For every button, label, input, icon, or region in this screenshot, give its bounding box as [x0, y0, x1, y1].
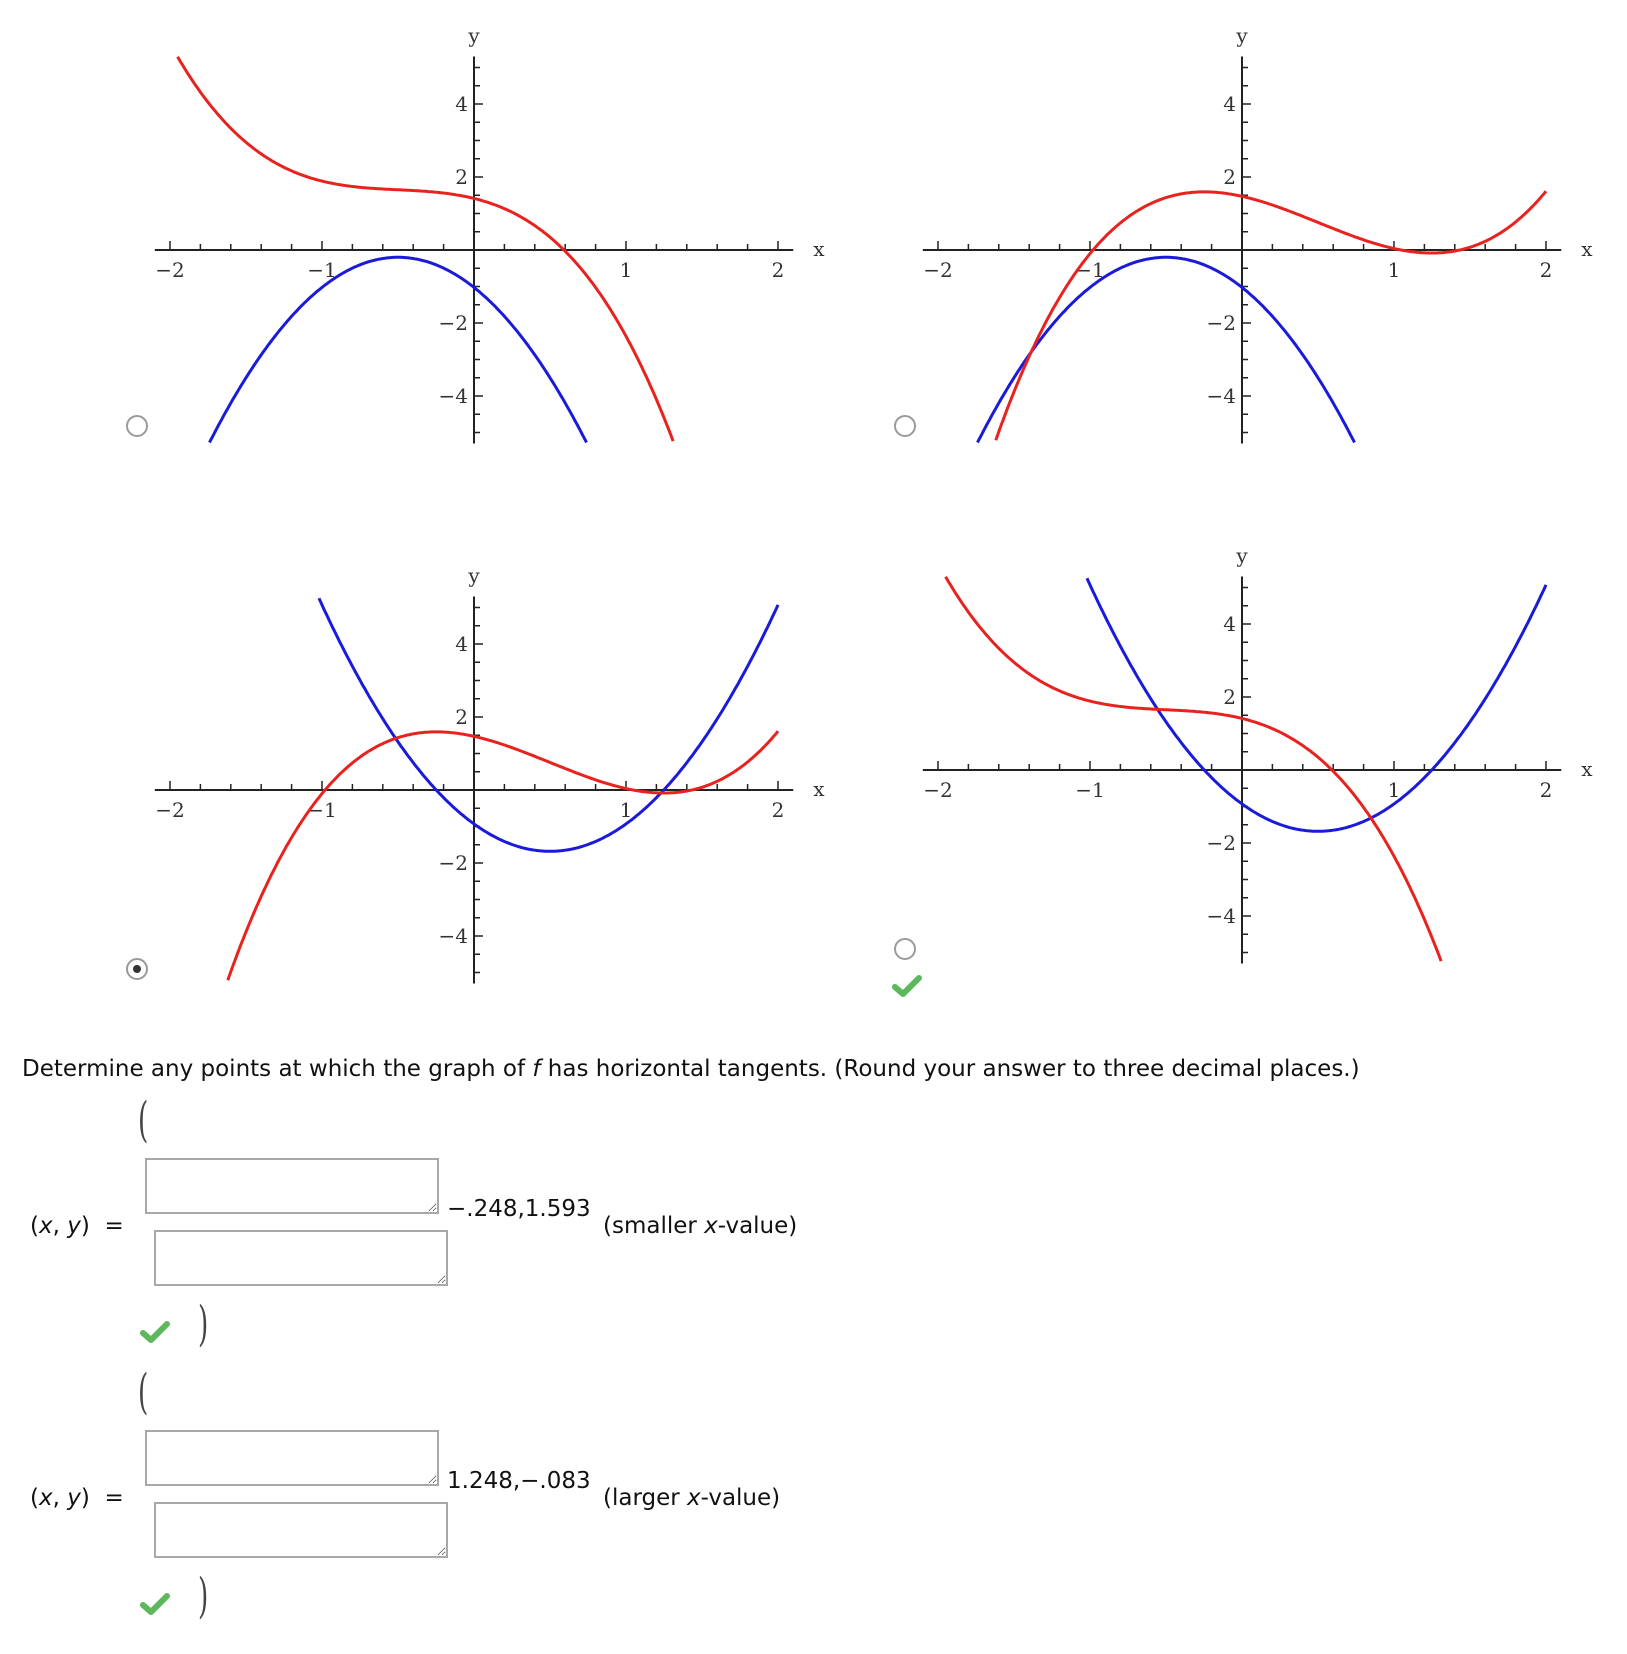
x-tick-label: −1 — [1075, 258, 1104, 282]
x-tick-label: 1 — [620, 798, 633, 822]
x-tick-label: −2 — [155, 258, 184, 282]
y-tick-label: 4 — [1223, 92, 1236, 116]
y-tick-label: 4 — [455, 92, 468, 116]
hint-suffix: -value) — [700, 1485, 781, 1511]
prompt-prefix: Determine any points at which the graph … — [22, 1056, 533, 1082]
blue-curve — [1085, 577, 1548, 833]
x-tick-label: 2 — [772, 258, 785, 282]
answer-2-box-bottom[interactable] — [154, 1502, 448, 1558]
y-axis-label: y — [1235, 544, 1248, 568]
open-paren-1: ( — [138, 1092, 149, 1148]
answer-1-hint: (smaller x-value) — [603, 1213, 797, 1239]
check-icon — [140, 1321, 170, 1343]
answer-1-box-top[interactable] — [145, 1158, 439, 1214]
hint-suffix: -value) — [717, 1213, 798, 1239]
close-paren-2: ) — [198, 1568, 209, 1624]
y-axis-label: y — [467, 24, 480, 48]
blue-curve — [317, 597, 780, 853]
x-tick-label: −2 — [923, 258, 952, 282]
red-curve — [176, 56, 675, 442]
y-tick-label: −4 — [439, 924, 468, 948]
graph-option-1: −2 −1 1 2 4 2 −2 −4 x y — [130, 0, 830, 450]
y-tick-label: −4 — [439, 384, 468, 408]
y-tick-label: 4 — [1223, 612, 1236, 636]
radio-option-1[interactable] — [126, 415, 148, 437]
lhs-y: y — [67, 1213, 81, 1239]
graph-svg: −2 −1 1 2 4 2 −2 −4 x y — [922, 24, 1593, 444]
graph-svg: −2 −1 1 2 4 2 −2 −4 x y — [922, 544, 1593, 964]
answer-2-lhs: (x, y) = — [30, 1485, 124, 1511]
graph-option-4: −2 −1 1 2 4 2 −2 −4 x y — [898, 520, 1598, 970]
answer-1-box-bottom[interactable] — [154, 1230, 448, 1286]
graph-svg: −2 −1 1 2 4 2 −2 −4 x y — [154, 564, 825, 984]
radio-option-4[interactable] — [894, 938, 916, 960]
blue-curve — [208, 255, 588, 444]
prompt-suffix: has horizontal tangents. (Round your ans… — [540, 1056, 1360, 1082]
x-tick-label: 2 — [1540, 778, 1553, 802]
x-tick-label: 1 — [620, 258, 633, 282]
y-tick-label: 2 — [1223, 685, 1236, 709]
graph-svg: −2 −1 1 2 4 2 −2 −4 x y — [154, 24, 825, 444]
y-axis-label: y — [1235, 24, 1248, 48]
y-tick-label: −2 — [439, 311, 468, 335]
open-paren-2: ( — [138, 1364, 149, 1420]
x-axis-label: x — [1581, 757, 1593, 781]
lhs-y: y — [67, 1485, 81, 1511]
x-tick-label: 2 — [772, 798, 785, 822]
x-tick-label: −2 — [923, 778, 952, 802]
x-tick-label: 1 — [1388, 778, 1401, 802]
close-paren-1: ) — [198, 1296, 209, 1352]
y-tick-label: −4 — [1207, 904, 1236, 928]
x-tick-label: −1 — [307, 798, 336, 822]
y-tick-label: −2 — [439, 851, 468, 875]
lhs-x: x — [38, 1213, 53, 1239]
y-tick-label: −2 — [1207, 311, 1236, 335]
hint-var: x — [687, 1485, 701, 1511]
x-axis-label: x — [813, 237, 825, 261]
y-tick-label: 4 — [455, 632, 468, 656]
answer-1-lhs: (x, y) = — [30, 1213, 124, 1239]
red-curve — [944, 576, 1443, 962]
x-tick-label: 1 — [1388, 258, 1401, 282]
hint-prefix: (larger — [603, 1485, 688, 1511]
answer-1-value: −.248,1.593 — [447, 1196, 591, 1222]
x-axis-label: x — [1581, 237, 1593, 261]
x-axis-label: x — [813, 777, 825, 801]
answer-2-hint: (larger x-value) — [603, 1485, 780, 1511]
graph-option-2: −2 −1 1 2 4 2 −2 −4 x y — [898, 0, 1598, 450]
y-tick-label: 2 — [1223, 165, 1236, 189]
radio-option-2[interactable] — [894, 415, 916, 437]
y-tick-label: 2 — [455, 165, 468, 189]
radio-option-3[interactable] — [126, 958, 148, 980]
x-tick-label: 2 — [1540, 258, 1553, 282]
x-tick-label: −1 — [307, 258, 336, 282]
red-curve — [226, 730, 780, 981]
prompt-var: f — [532, 1056, 541, 1082]
answer-2-box-top[interactable] — [145, 1430, 439, 1486]
question-prompt: Determine any points at which the graph … — [22, 1056, 1360, 1082]
x-tick-label: −2 — [155, 798, 184, 822]
lhs-x: x — [38, 1485, 53, 1511]
x-tick-label: −1 — [1075, 778, 1104, 802]
check-icon — [140, 1593, 170, 1615]
hint-prefix: (smaller — [603, 1213, 705, 1239]
y-tick-label: −4 — [1207, 384, 1236, 408]
hint-var: x — [704, 1213, 718, 1239]
red-curve — [994, 190, 1548, 441]
y-tick-label: −2 — [1207, 831, 1236, 855]
y-tick-label: 2 — [455, 705, 468, 729]
graph-option-3: −2 −1 1 2 4 2 −2 −4 x y — [130, 540, 830, 990]
y-axis-label: y — [467, 564, 480, 588]
blue-curve — [976, 255, 1356, 444]
check-icon — [892, 975, 922, 997]
answer-2-value: 1.248,−.083 — [447, 1468, 591, 1494]
